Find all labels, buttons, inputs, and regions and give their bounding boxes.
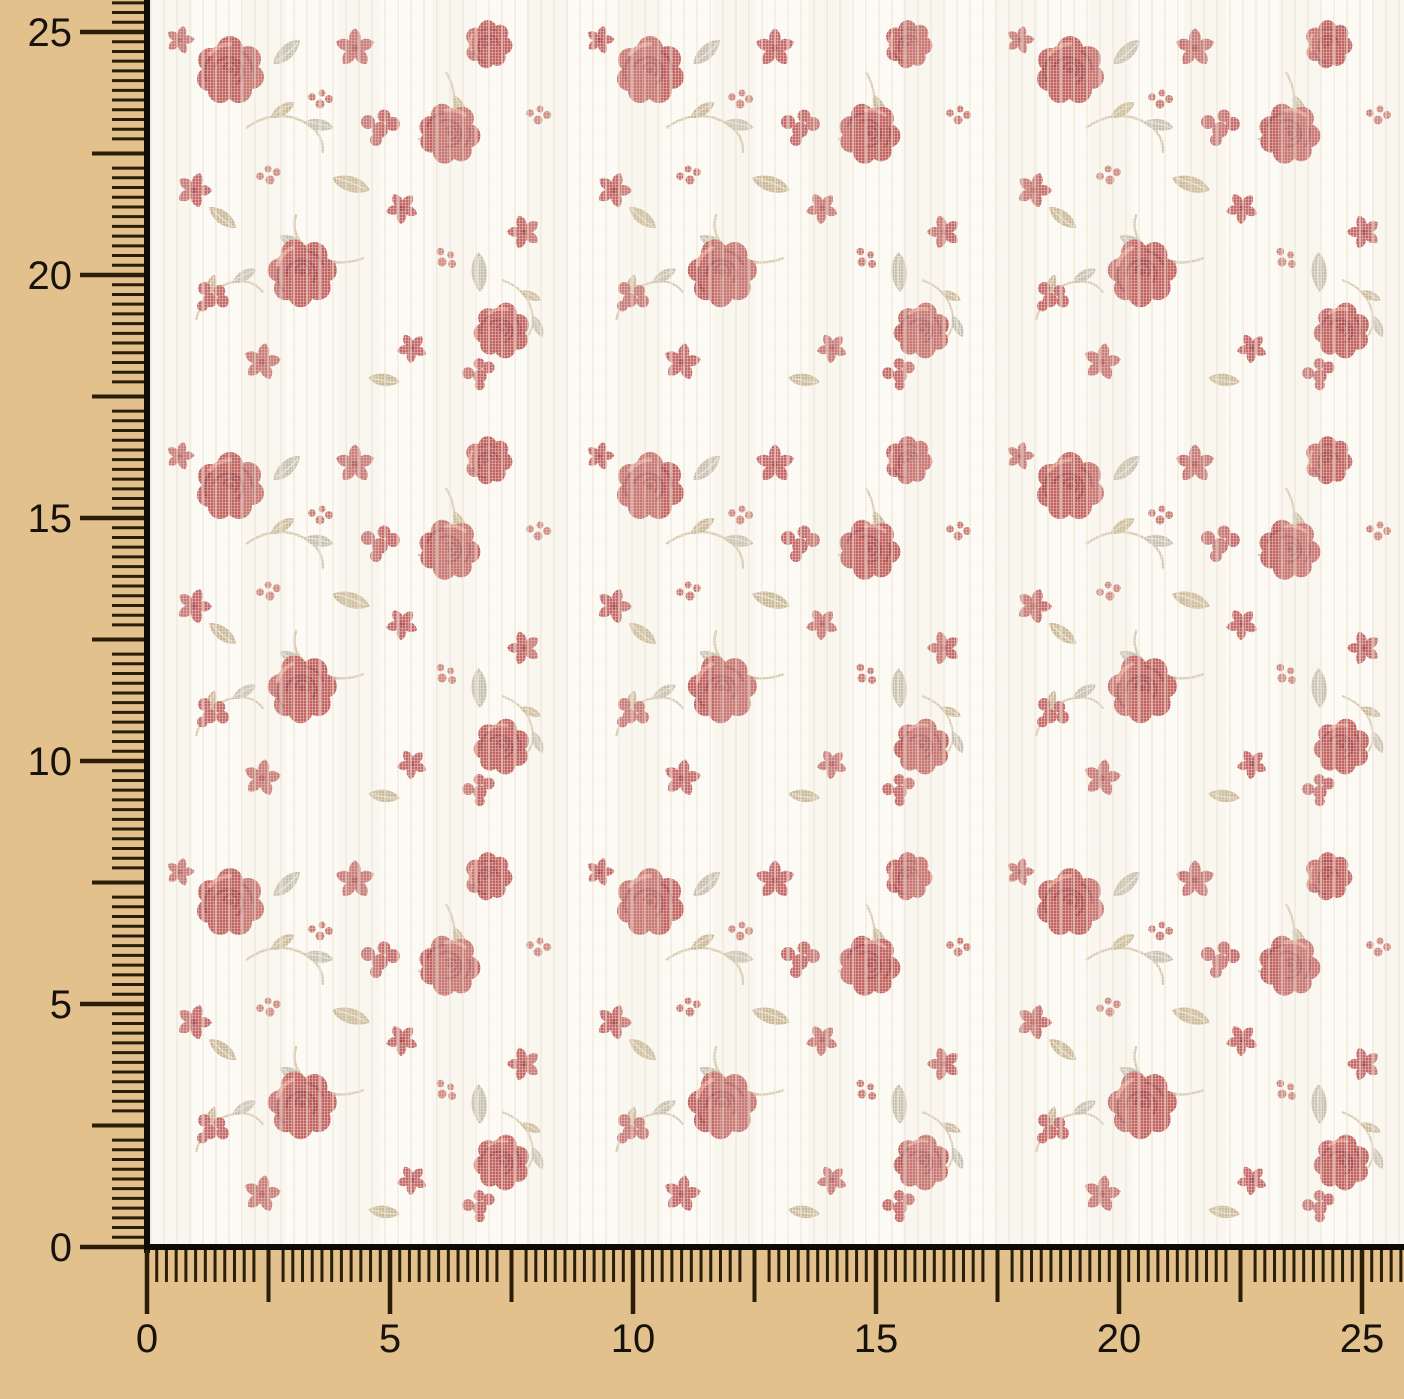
floral-pattern bbox=[150, 0, 1404, 1247]
left-ruler-label: 20 bbox=[28, 254, 73, 298]
left-ruler-label: 0 bbox=[50, 1226, 72, 1270]
bottom-ruler-label: 25 bbox=[1340, 1317, 1385, 1361]
fabric-swatch bbox=[150, 0, 1404, 1247]
bottom-ruler-label: 0 bbox=[136, 1317, 158, 1361]
fabric-floral-print bbox=[150, 0, 1404, 1247]
bottom-ruler-label: 5 bbox=[379, 1317, 401, 1361]
left-ruler-label: 25 bbox=[28, 11, 73, 55]
left-ruler-label: 10 bbox=[28, 740, 73, 784]
left-ruler-label: 5 bbox=[50, 983, 72, 1027]
bottom-ruler-label: 15 bbox=[854, 1317, 899, 1361]
left-ruler-label: 15 bbox=[28, 497, 73, 541]
bottom-ruler-label: 10 bbox=[611, 1317, 656, 1361]
bottom-ruler-label: 20 bbox=[1097, 1317, 1142, 1361]
